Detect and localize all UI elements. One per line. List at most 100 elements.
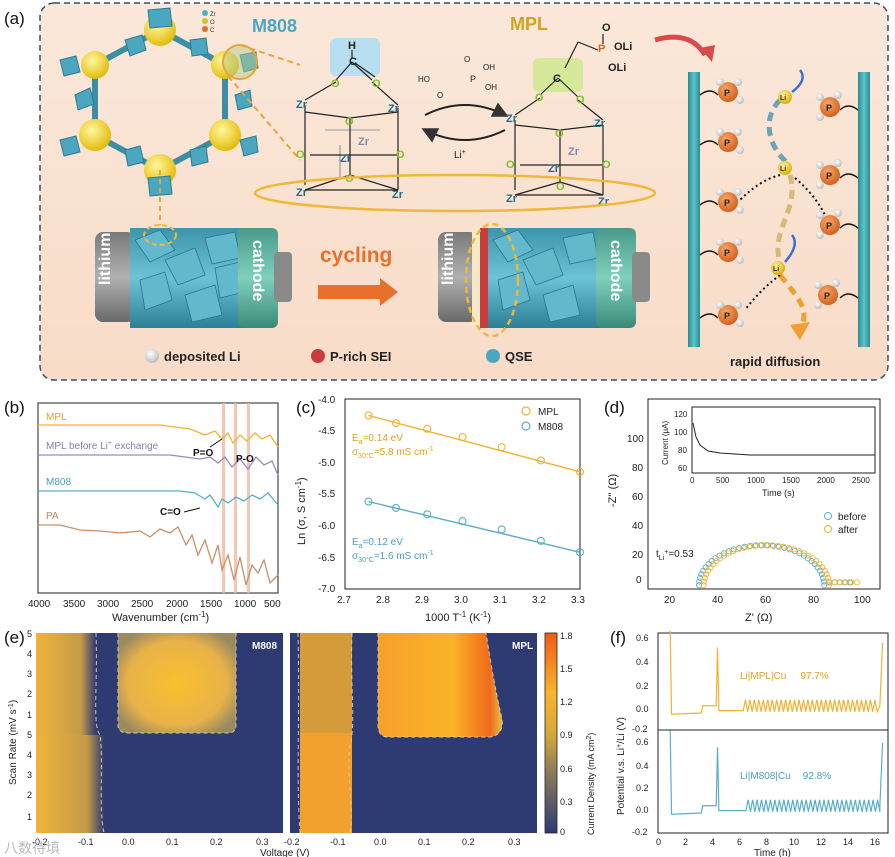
svg-text:deposited Li: deposited Li xyxy=(164,349,241,364)
svg-text:-0.2: -0.2 xyxy=(632,827,648,837)
svg-text:2.8: 2.8 xyxy=(376,595,390,606)
reaction-arrow-top xyxy=(424,102,509,117)
trace-mpl-before xyxy=(38,454,279,476)
svg-text:P: P xyxy=(826,103,832,113)
svg-text:100: 100 xyxy=(674,428,688,437)
svg-text:0: 0 xyxy=(636,575,642,586)
rapid-diffusion-label: rapid diffusion xyxy=(730,354,820,369)
svg-text:P: P xyxy=(724,198,730,208)
m808-title: M808 xyxy=(252,16,297,36)
after-point-6 xyxy=(710,561,717,568)
m808-heatmap-title: M808 xyxy=(252,641,277,652)
svg-text:-0.1: -0.1 xyxy=(330,837,346,847)
inset-current-trace xyxy=(692,422,875,456)
mpl-title: MPL xyxy=(510,14,548,34)
svg-text:O: O xyxy=(296,149,305,161)
svg-text:O: O xyxy=(396,149,405,161)
point-m808-3 xyxy=(458,517,467,526)
svg-text:lithium: lithium xyxy=(440,233,457,285)
after-point-12 xyxy=(735,546,742,553)
after-point-27 xyxy=(813,558,820,565)
svg-text:lithium: lithium xyxy=(97,233,114,285)
panel-d-ylabel: -Z'' (Ω) xyxy=(607,474,619,507)
after-tail-1 xyxy=(831,579,838,586)
svg-text:0.2: 0.2 xyxy=(636,783,649,793)
reagent-phosphonoacetic: HO OH OH O O P xyxy=(418,55,497,100)
mpl-heatmap-title: MPL xyxy=(512,641,533,652)
nyquist-plot xyxy=(695,542,860,589)
svg-text:4: 4 xyxy=(27,750,32,760)
svg-text:Zr: Zr xyxy=(210,12,216,18)
svg-text:Zr: Zr xyxy=(340,153,352,165)
svg-text:Zr: Zr xyxy=(392,189,404,201)
svg-text:1.8: 1.8 xyxy=(560,631,573,641)
svg-text:3.3: 3.3 xyxy=(571,595,585,606)
svg-text:100: 100 xyxy=(627,434,644,445)
svg-text:3: 3 xyxy=(27,669,32,679)
svg-text:O: O xyxy=(576,94,585,106)
panel-b-xlabel: Wavenumber (cm-1) xyxy=(112,610,209,624)
svg-text:0.3: 0.3 xyxy=(560,797,573,807)
svg-text:0.0: 0.0 xyxy=(374,837,387,847)
svg-text:HO: HO xyxy=(418,75,430,84)
svg-text:2000: 2000 xyxy=(166,599,189,610)
svg-text:O: O xyxy=(602,159,611,171)
svg-text:1.5: 1.5 xyxy=(560,664,573,674)
point-mpl-2 xyxy=(423,424,432,433)
svg-text:0.6: 0.6 xyxy=(636,633,649,643)
svg-text:5: 5 xyxy=(27,629,32,639)
svg-text:1000: 1000 xyxy=(747,476,765,485)
atom-legend: Zr O C xyxy=(202,10,216,34)
point-mpl-3 xyxy=(458,432,467,442)
svg-text:-4.0: -4.0 xyxy=(318,395,336,406)
svg-text:0.4: 0.4 xyxy=(636,657,649,667)
point-mpl-0 xyxy=(364,411,373,420)
svg-text:1500: 1500 xyxy=(200,599,223,610)
svg-text:500: 500 xyxy=(716,476,730,485)
svg-text:0.4: 0.4 xyxy=(636,761,649,771)
top-cell-label: Li|MPL|Cu 97.7% xyxy=(740,671,829,682)
trace-pa xyxy=(38,524,279,586)
bottom-cell-label: Li|M808|Cu 92.8% xyxy=(740,771,831,782)
svg-text:20: 20 xyxy=(664,595,676,606)
reaction-arrow-bottom xyxy=(421,128,506,143)
watermark: 八数待填 xyxy=(4,840,60,856)
svg-text:Li: Li xyxy=(780,95,786,102)
svg-text:-0.1: -0.1 xyxy=(78,837,94,847)
diffusion-channel: P P P P P P P xyxy=(688,69,870,369)
svg-text:O: O xyxy=(535,92,544,104)
svg-text:0: 0 xyxy=(560,827,565,837)
svg-text:O: O xyxy=(555,128,564,140)
svg-text:3000: 3000 xyxy=(97,599,120,610)
after-point-19 xyxy=(774,542,781,549)
m808-ea-text: Ea=0.12 eV xyxy=(352,537,403,550)
legend-mpl: MPL xyxy=(538,407,559,418)
svg-text:P: P xyxy=(824,291,830,301)
svg-text:3500: 3500 xyxy=(63,599,86,610)
before-point-34 xyxy=(821,582,828,589)
battery-after: lithium cathode xyxy=(438,222,650,338)
after-point-0 xyxy=(700,582,707,589)
mpl-ea-text: Ea=0.14 eV xyxy=(352,433,403,446)
fit-line-mpl xyxy=(368,414,581,473)
arrhenius-plot xyxy=(364,411,585,557)
before-point-1 xyxy=(696,578,703,585)
before-point-32 xyxy=(820,574,827,581)
point-mpl-6 xyxy=(575,467,585,476)
svg-text:Zr: Zr xyxy=(568,146,580,158)
svg-text:0.2: 0.2 xyxy=(210,837,223,847)
svg-text:0.1: 0.1 xyxy=(166,837,179,847)
svg-text:2.9: 2.9 xyxy=(415,595,429,606)
cycling-arrow xyxy=(318,278,398,306)
svg-text:3.0: 3.0 xyxy=(454,595,468,606)
svg-text:40: 40 xyxy=(632,521,644,532)
svg-text:1000: 1000 xyxy=(234,599,257,610)
svg-text:12: 12 xyxy=(816,837,826,847)
before-point-14 xyxy=(741,543,748,550)
battery-before: lithium cathode xyxy=(95,224,292,328)
svg-text:0: 0 xyxy=(690,476,695,485)
panel-e-letter: (e) xyxy=(4,628,25,647)
trace-m808 xyxy=(38,490,279,509)
zoom-circle xyxy=(222,44,258,80)
svg-text:P: P xyxy=(598,43,605,55)
